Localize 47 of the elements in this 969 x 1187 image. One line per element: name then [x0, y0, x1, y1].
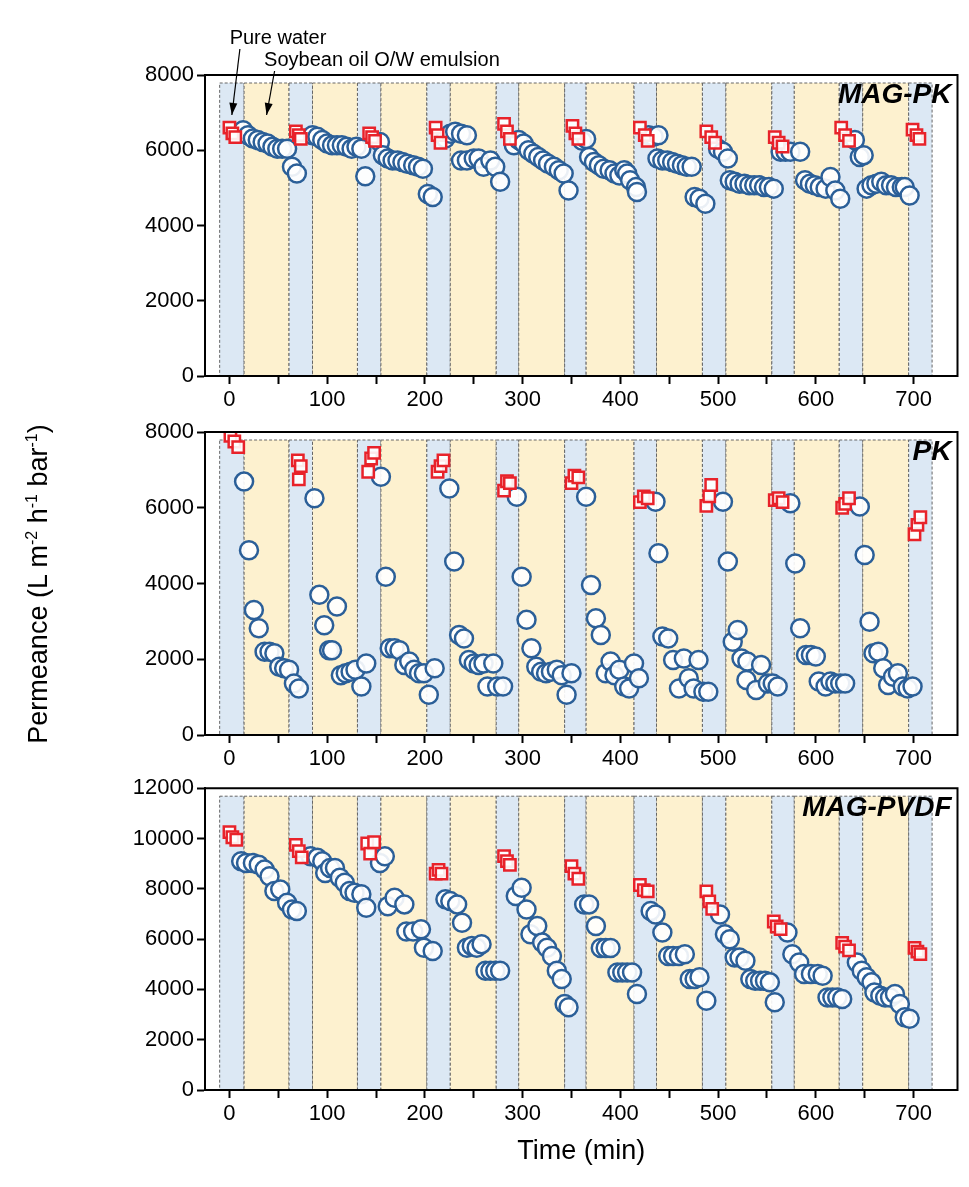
x-tick-label: 700: [895, 386, 932, 412]
x-tick-label: 200: [406, 386, 444, 412]
y-tick-label: 4000: [145, 211, 194, 237]
x-tick-label: 0: [223, 386, 236, 412]
x-tick-label: 600: [797, 1100, 835, 1126]
y-tick-label: 6000: [145, 136, 194, 162]
x-tick-label: 100: [308, 1100, 346, 1126]
x-tick-label: 500: [699, 1100, 737, 1126]
x-tick-label: 100: [308, 745, 346, 771]
x-tick-label: 600: [797, 745, 835, 771]
x-tick-label: 300: [504, 386, 541, 412]
x-tick-label: 500: [699, 745, 737, 771]
y-tick-label: 8000: [145, 61, 194, 87]
y-tick-label: 6000: [145, 925, 194, 951]
y-tick-label: 10000: [132, 824, 194, 850]
y-tick-label: 12000: [132, 774, 194, 800]
x-tick-label: 0: [223, 745, 236, 771]
y-tick-label: 4000: [145, 975, 194, 1001]
x-tick-label: 300: [504, 745, 541, 771]
band-label: Soybean oil O/W emulsion: [264, 47, 500, 70]
x-tick-label: 700: [895, 745, 932, 771]
x-tick-label: 400: [601, 386, 639, 412]
chart-title: PK: [912, 434, 954, 466]
x-tick-label: 100: [308, 386, 346, 412]
x-tick-label: 300: [504, 1100, 541, 1126]
chart-title: MAG-PK: [837, 77, 954, 109]
x-tick-label: 0: [223, 1100, 236, 1126]
y-tick-label: 2000: [145, 1025, 194, 1051]
x-tick-label: 200: [406, 1100, 444, 1126]
y-tick-label: 4000: [145, 569, 194, 595]
y-tick-label: 8000: [145, 418, 194, 444]
y-tick-label: 6000: [145, 493, 194, 519]
x-tick-label: 400: [601, 745, 639, 771]
x-tick-label: 700: [895, 1100, 932, 1126]
x-tick-label: 400: [601, 1100, 639, 1126]
x-tick-label: 500: [699, 386, 737, 412]
y-tick-label: 2000: [145, 645, 194, 671]
y-tick-label: 2000: [145, 286, 194, 312]
y-tick-label: 0: [181, 721, 194, 747]
x-axis-title: Time (min): [517, 1135, 646, 1166]
x-tick-label: 200: [406, 745, 444, 771]
y-tick-label: 0: [181, 362, 194, 388]
x-tick-label: 600: [797, 386, 835, 412]
chart-title: MAG-PVDF: [802, 790, 953, 822]
band-label: Pure water: [229, 25, 327, 48]
y-tick-label: 8000: [145, 874, 194, 900]
y-tick-label: 0: [181, 1076, 194, 1102]
